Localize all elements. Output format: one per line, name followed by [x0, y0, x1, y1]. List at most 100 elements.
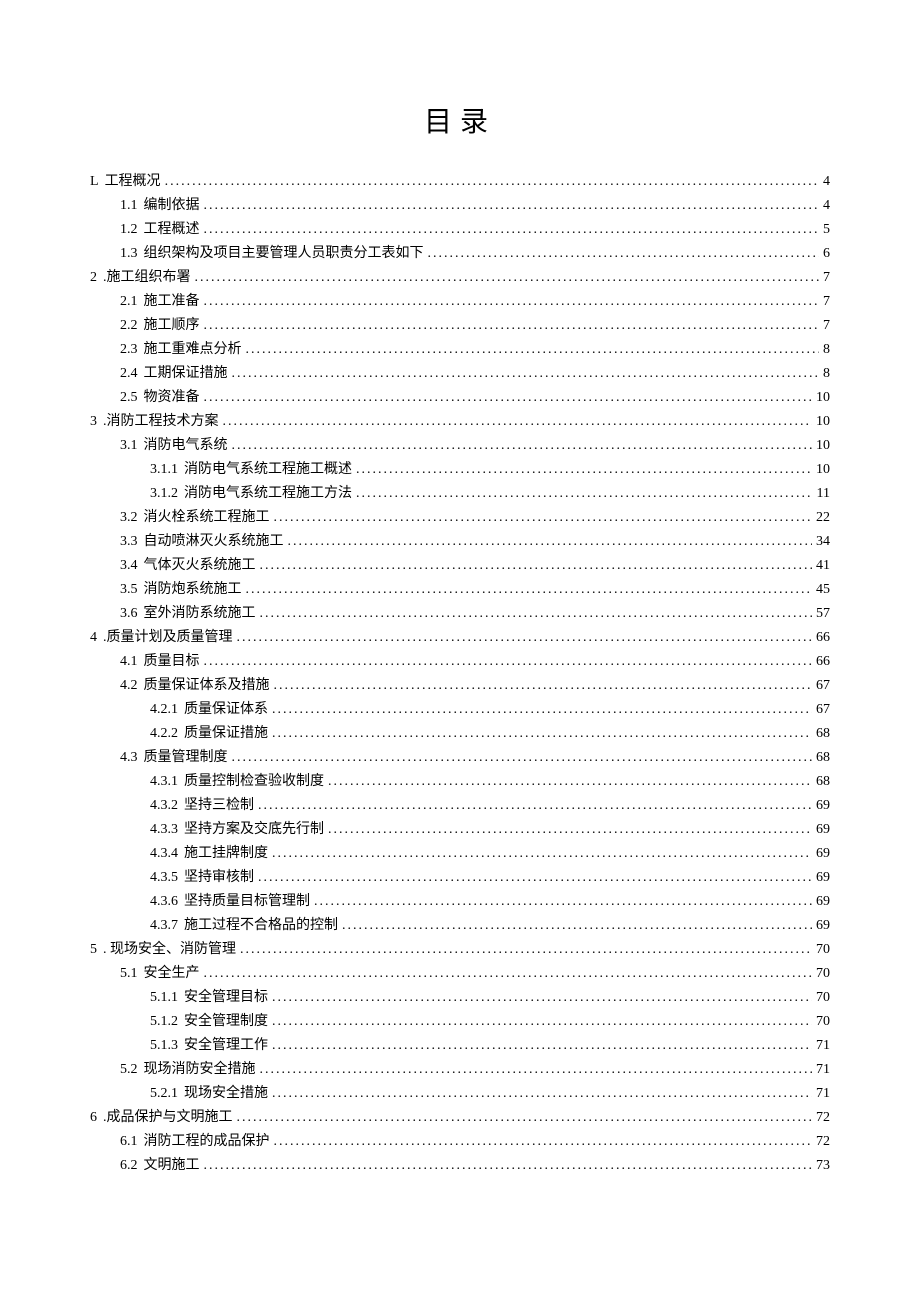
toc-entry-label: 质量保证措施: [184, 722, 268, 746]
toc-entry: 5.2现场消防安全措施71: [90, 1058, 830, 1082]
toc-entry: 2.4工期保证措施8: [90, 362, 830, 386]
toc-entry-page: 69: [816, 818, 830, 842]
toc-entry-number: 4.2.1: [150, 698, 184, 722]
toc-entry: 3.消防工程技术方案10: [90, 410, 830, 434]
toc-entry-number: 3.3: [120, 530, 144, 554]
toc-entry-label: . 现场安全、消防管理: [103, 938, 236, 962]
toc-entry-number: 2.4: [120, 362, 144, 386]
toc-leader-dots: [258, 866, 812, 890]
toc-entry-number: 2.3: [120, 338, 144, 362]
toc-entry-label: 坚持方案及交底先行制: [184, 818, 324, 842]
toc-entry-number: 5: [90, 938, 103, 962]
toc-leader-dots: [204, 314, 820, 338]
toc-entry-label: 施工顺序: [144, 314, 200, 338]
toc-leader-dots: [204, 650, 813, 674]
toc-leader-dots: [240, 938, 812, 962]
toc-entry: 4.1质量目标66: [90, 650, 830, 674]
toc-leader-dots: [342, 914, 812, 938]
toc-entry-page: 66: [816, 650, 830, 674]
toc-entry-number: 3.1: [120, 434, 144, 458]
toc-leader-dots: [260, 602, 813, 626]
toc-entry-number: 2.5: [120, 386, 144, 410]
toc-entry: 2.5物资准备10: [90, 386, 830, 410]
toc-entry-number: 6.2: [120, 1154, 144, 1178]
toc-leader-dots: [274, 506, 813, 530]
toc-entry: 2.施工组织布署 7: [90, 266, 830, 290]
toc-entry-number: 4.2.2: [150, 722, 184, 746]
toc-entry-page: 7: [823, 266, 830, 290]
toc-entry: 4.3.2坚持三检制69: [90, 794, 830, 818]
toc-entry: 4.2质量保证体系及措施67: [90, 674, 830, 698]
toc-leader-dots: [272, 1010, 812, 1034]
toc-leader-dots: [272, 842, 812, 866]
toc-entry-page: 66: [816, 626, 830, 650]
toc-entry-label: .施工组织布署: [103, 266, 191, 290]
toc-entry-label: 消防电气系统工程施工概述: [184, 458, 352, 482]
toc-entry-page: 7: [823, 290, 830, 314]
toc-entry: 4.3质量管理制度 68: [90, 746, 830, 770]
toc-entry-page: 22: [816, 506, 830, 530]
toc-entry-label: .质量计划及质量管理: [103, 626, 233, 650]
toc-entry: 1.3组织架构及项目主要管理人员职责分工表如下6: [90, 242, 830, 266]
toc-leader-dots: [237, 626, 813, 650]
toc-entry-label: 文明施工: [144, 1154, 200, 1178]
toc-entry: 2.3施工重难点分析8: [90, 338, 830, 362]
table-of-contents: L工程概况41.1编制依据41.2工程概述51.3组织架构及项目主要管理人员职责…: [90, 170, 830, 1178]
toc-entry: 5.2.1现场安全措施71: [90, 1082, 830, 1106]
toc-entry-page: 70: [816, 986, 830, 1010]
toc-entry-label: 工程概述: [144, 218, 200, 242]
toc-entry-page: 69: [816, 842, 830, 866]
toc-entry-page: 71: [816, 1058, 830, 1082]
toc-entry: 5. 现场安全、消防管理 70: [90, 938, 830, 962]
toc-entry: 5.1.3安全管理工作71: [90, 1034, 830, 1058]
toc-leader-dots: [288, 530, 813, 554]
toc-entry-label: 消火栓系统工程施工: [144, 506, 270, 530]
toc-entry-label: 组织架构及项目主要管理人员职责分工表如下: [144, 242, 424, 266]
toc-entry-number: 5.2: [120, 1058, 144, 1082]
toc-entry-number: 5.2.1: [150, 1082, 184, 1106]
toc-entry-number: 1.2: [120, 218, 144, 242]
toc-entry-label: 物资准备: [144, 386, 200, 410]
toc-entry: 6.成品保护与文明施工72: [90, 1106, 830, 1130]
toc-leader-dots: [195, 266, 820, 290]
toc-entry-number: L: [90, 170, 105, 194]
toc-entry-number: 3.5: [120, 578, 144, 602]
toc-entry-page: 34: [816, 530, 830, 554]
toc-leader-dots: [165, 170, 819, 194]
toc-entry-number: 6: [90, 1106, 103, 1130]
toc-entry-number: 5.1.2: [150, 1010, 184, 1034]
toc-entry-number: 3.1.1: [150, 458, 184, 482]
toc-entry-number: 4.3.6: [150, 890, 184, 914]
toc-entry-label: 消防电气系统工程施工方法: [184, 482, 352, 506]
toc-leader-dots: [272, 698, 812, 722]
toc-entry: 3.5消防炮系统施工45: [90, 578, 830, 602]
toc-entry-label: 安全生产: [144, 962, 200, 986]
toc-entry-label: 质量管理制度: [144, 746, 228, 770]
toc-entry-number: 1.3: [120, 242, 144, 266]
toc-leader-dots: [246, 578, 813, 602]
toc-entry-page: 7: [823, 314, 830, 338]
toc-leader-dots: [204, 1154, 813, 1178]
toc-entry: 6.2文明施工73: [90, 1154, 830, 1178]
toc-entry-page: 11: [817, 482, 830, 506]
toc-leader-dots: [428, 242, 820, 266]
toc-entry-number: 4.3: [120, 746, 144, 770]
toc-entry-page: 68: [816, 746, 830, 770]
toc-entry: 4.3.4施工挂牌制度69: [90, 842, 830, 866]
toc-leader-dots: [204, 386, 813, 410]
toc-entry-page: 41: [816, 554, 830, 578]
toc-entry-number: 2: [90, 266, 103, 290]
toc-entry: 4.3.3坚持方案及交底先行制69: [90, 818, 830, 842]
toc-entry-label: 质量控制检查验收制度: [184, 770, 324, 794]
toc-entry-page: 8: [823, 338, 830, 362]
toc-entry-label: 质量保证体系: [184, 698, 268, 722]
toc-leader-dots: [328, 818, 812, 842]
toc-entry-page: 68: [816, 722, 830, 746]
toc-entry-label: 施工过程不合格品的控制: [184, 914, 338, 938]
toc-entry-page: 72: [816, 1106, 830, 1130]
toc-leader-dots: [232, 746, 813, 770]
toc-entry: 6.1消防工程的成品保护72: [90, 1130, 830, 1154]
toc-entry-page: 70: [816, 938, 830, 962]
toc-entry-page: 68: [816, 770, 830, 794]
toc-entry-page: 67: [816, 698, 830, 722]
